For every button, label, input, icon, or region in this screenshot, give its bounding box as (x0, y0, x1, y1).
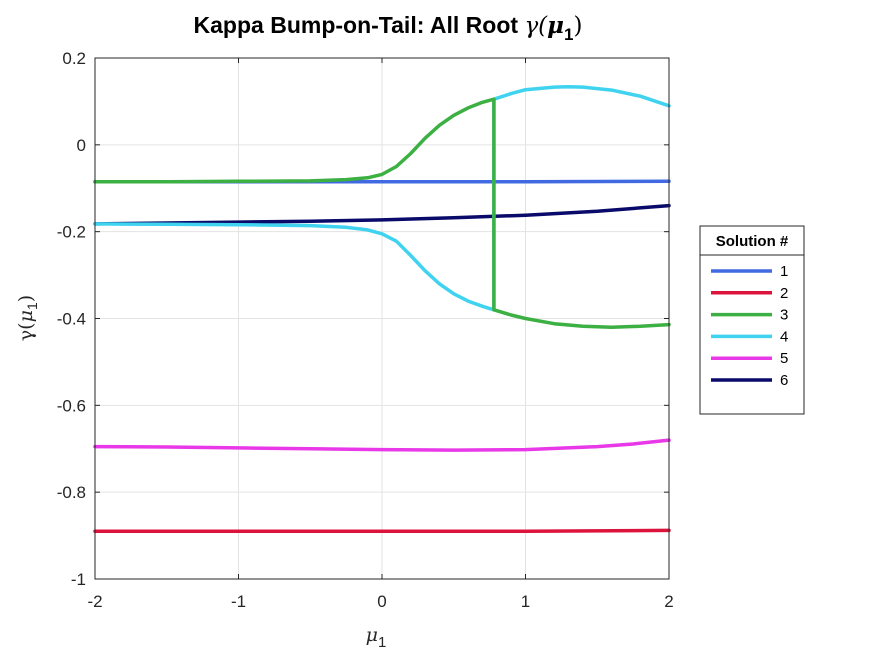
series-line-5 (93, 438, 671, 452)
legend-label-6: 6 (780, 372, 788, 389)
y-tick-label: -0.4 (57, 310, 86, 329)
x-tick-label: -1 (231, 592, 246, 611)
series-line-3 (93, 97, 671, 329)
x-tick-label: 0 (377, 592, 386, 611)
series-line-4 (93, 84, 671, 312)
y-axis-label-sub: 1 (24, 302, 40, 310)
x-tick-label: 2 (664, 592, 673, 611)
legend-label-5: 5 (780, 350, 788, 367)
chart-title: Kappa Bump-on-Tail: All Root γ(μ1) (194, 12, 583, 44)
x-tick-label: 1 (521, 592, 530, 611)
legend-label-2: 2 (780, 285, 788, 302)
grid-lines (94, 57, 670, 580)
y-tick-label: 0.2 (62, 49, 86, 68)
y-tick-label: 0 (77, 136, 86, 155)
legend-entries: 1 2 3 4 5 6 (711, 263, 788, 389)
series-line-2 (93, 528, 671, 533)
x-axis-label-sub: 1 (378, 634, 386, 651)
legend: Solution # 1 2 3 4 5 6 (699, 225, 805, 415)
y-tick-label: -0.6 (57, 396, 86, 415)
y-tick-label: -0.8 (57, 483, 86, 502)
y-axis-label-symbol: γ( (15, 322, 37, 341)
y-axis-label-close: ) (15, 295, 37, 302)
legend-label-3: 3 (780, 307, 788, 324)
y-tick-label: -0.2 (57, 223, 86, 242)
axis-ticks: -2 -1 0 1 2-1-0.8-0.6-0.4-0.200.2 (57, 49, 674, 611)
title-sub: 1 (564, 25, 573, 44)
legend-label-4: 4 (780, 328, 788, 345)
y-tick-label: -1 (71, 570, 86, 589)
legend-title: Solution # (716, 233, 789, 250)
x-axis-label-var: μ (366, 624, 378, 646)
plot-series (93, 84, 671, 533)
title-close: ) (573, 13, 582, 39)
x-axis-label: μ1 (366, 624, 387, 651)
y-axis-label: γ(μ1) (15, 295, 40, 341)
title-main: Kappa Bump-on-Tail: All Root (194, 12, 525, 38)
legend-box (699, 225, 805, 415)
legend-label-1: 1 (780, 263, 788, 280)
x-tick-label: -2 (87, 592, 102, 611)
y-axis-label-var: μ (15, 310, 37, 322)
title-symbol: γ( (524, 13, 548, 39)
title-var: μ (547, 12, 564, 39)
